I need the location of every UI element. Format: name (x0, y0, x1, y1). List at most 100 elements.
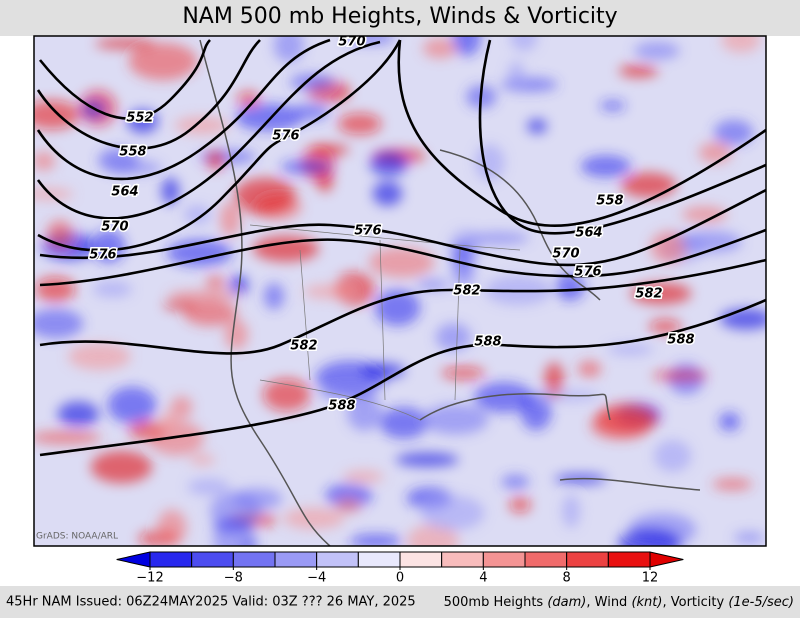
vorticity-blob (466, 231, 530, 245)
vorticity-blob (34, 151, 56, 171)
vorticity-blob (618, 64, 659, 78)
vorticity-blob (510, 36, 538, 52)
vorticity-blob (94, 38, 156, 50)
vorticity-blob (34, 308, 84, 339)
vorticity-blob (544, 362, 564, 398)
vorticity-blob (698, 142, 732, 164)
vorticity-blob (618, 527, 682, 546)
colorbar-segment (441, 551, 484, 568)
vorticity-blob (712, 478, 753, 491)
colorbar-tick-label: −8 (224, 571, 243, 586)
vorticity-blob (161, 177, 180, 205)
colorbar-tick-label: 4 (479, 571, 487, 586)
vorticity-blob (189, 454, 215, 466)
contour-label: 576 (354, 224, 381, 239)
coastlines (199, 39, 701, 546)
vorticity-blob (92, 281, 133, 298)
colorbar-segment (357, 551, 401, 568)
footer-right-part: (1e-5/sec) (728, 595, 794, 610)
colorbar-segment (191, 551, 234, 568)
vorticity-blob (219, 201, 241, 237)
title: NAM 500 mb Heights, Winds & Vorticity (182, 4, 617, 29)
vorticity-blob (90, 450, 153, 484)
colorbar-segment (524, 551, 568, 568)
vorticity-blob (369, 151, 409, 176)
vorticity-blob (344, 36, 395, 45)
vorticity-blob (416, 279, 449, 291)
vorticity-blob (360, 362, 406, 379)
vorticity-blob (57, 401, 100, 427)
colorbar-tick-label: −12 (136, 571, 163, 586)
colorbar-tick-label: 0 (396, 571, 404, 586)
vorticity-blob (577, 360, 602, 378)
vorticity-blob (620, 172, 677, 198)
vorticity-blob (252, 235, 319, 262)
contour-label: 564 (111, 185, 138, 200)
vorticity-blob (600, 100, 626, 111)
title-bar (0, 0, 800, 36)
vorticity-blob (283, 507, 345, 530)
vorticity-blob (441, 366, 486, 380)
vorticity-blob (713, 119, 754, 146)
colorbar: −12 −8 −4 0 4 8 12 (116, 551, 684, 586)
vorticity-blob (435, 323, 472, 351)
vorticity-blob (235, 103, 303, 131)
vorticity-blob (107, 386, 157, 424)
contour-label: 588 (667, 333, 694, 348)
contour-label: 570 (338, 35, 365, 50)
vorticity-blob (157, 509, 187, 546)
contour-label: 570 (101, 220, 128, 235)
vorticity-blob (335, 497, 362, 514)
contour-label: 564 (575, 226, 602, 241)
footer-right-part: 500mb Heights (444, 595, 548, 610)
vorticity-blob (205, 275, 226, 290)
contour-label: 552 (126, 111, 153, 126)
vorticity-blob (346, 394, 382, 431)
vorticity-blob (475, 144, 505, 181)
vorticity-blob (170, 395, 193, 419)
colorbar-segment (316, 551, 359, 568)
vorticity-blob (160, 410, 178, 431)
vorticity-blob (318, 387, 378, 400)
vorticity-blob (338, 113, 382, 135)
vorticity-blob (607, 343, 654, 356)
colorbar-segment (607, 551, 651, 568)
vorticity-blob (527, 118, 548, 134)
contour-label: 558 (596, 194, 623, 209)
vorticity-blob (452, 36, 481, 56)
contour-label: 582 (635, 287, 662, 302)
contour-label: 576 (89, 248, 116, 263)
vorticity-blob (107, 161, 162, 175)
vorticity-blob (379, 407, 429, 439)
footer-right-part: , Wind (586, 595, 631, 610)
vorticity-blob (68, 343, 131, 370)
vorticity-blob (420, 495, 485, 531)
vorticity-blob (368, 247, 435, 278)
vorticity-blob (719, 308, 766, 330)
vorticity-blob (224, 319, 248, 350)
vorticity-blob (128, 42, 198, 81)
colorbar-segment (482, 551, 526, 568)
vorticity-blob (509, 496, 531, 513)
vorticity-blob (679, 230, 742, 253)
vorticity-blob (474, 382, 534, 413)
map-frame (33, 35, 767, 547)
vorticity-blob (237, 91, 260, 107)
contour-label: 582 (290, 339, 317, 354)
contour-label: 576 (272, 129, 299, 144)
vorticity-blob (349, 533, 403, 546)
vorticity-blob (183, 300, 238, 326)
vorticity-blob (653, 439, 692, 472)
vorticity-blob (718, 412, 741, 432)
vorticity-blob (167, 290, 239, 302)
vorticity-blob (422, 38, 457, 59)
vorticity-blob (303, 284, 356, 299)
contour-label: 558 (119, 145, 146, 160)
vorticity-blob (555, 273, 585, 301)
vorticity-blob (649, 319, 682, 334)
footer-bar (0, 586, 800, 618)
colorbar-segment (399, 551, 443, 568)
vorticity-blob (590, 410, 652, 441)
